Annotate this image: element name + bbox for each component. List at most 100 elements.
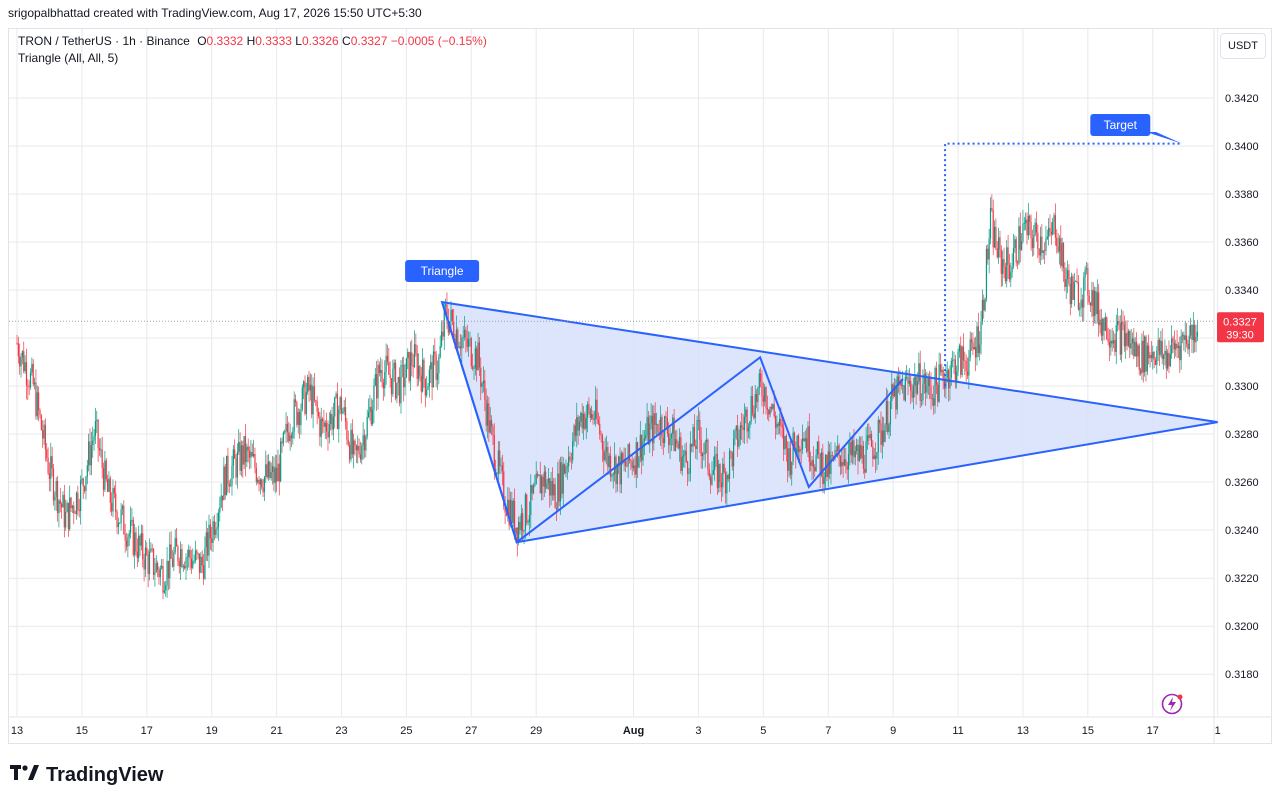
- candle-body: [1033, 235, 1035, 248]
- candle-body: [276, 467, 278, 482]
- candle-body: [1188, 335, 1190, 350]
- candle-body: [966, 371, 969, 376]
- candle-body: [585, 417, 587, 429]
- candle-body: [357, 445, 359, 451]
- candle-body: [872, 446, 874, 459]
- candle-body: [1023, 223, 1025, 224]
- candle-body: [1010, 272, 1012, 280]
- candle-body: [599, 423, 601, 435]
- candle-body: [573, 425, 575, 442]
- candle-body: [136, 551, 138, 559]
- candle-body: [140, 533, 142, 546]
- x-tick-label: 9: [890, 725, 896, 737]
- candle-body: [557, 473, 559, 510]
- candle-body: [764, 387, 766, 402]
- y-tick-label: 0.3200: [1225, 621, 1259, 633]
- candle-body: [696, 419, 698, 449]
- candle-body: [953, 359, 955, 361]
- tradingview-brand[interactable]: TradingView: [10, 763, 163, 787]
- candle-body: [554, 484, 556, 509]
- candle-body: [846, 465, 848, 470]
- indicator-legend[interactable]: Triangle (All, All, 5): [18, 51, 119, 65]
- candle-body: [869, 434, 871, 438]
- candle-body: [685, 450, 687, 462]
- candle-body: [1071, 276, 1073, 305]
- candle-body: [33, 382, 36, 385]
- candle-body: [1018, 226, 1020, 264]
- candle-body: [543, 471, 545, 487]
- candle-body: [1116, 321, 1119, 326]
- high-value: 0.3333: [255, 34, 292, 48]
- candle-body: [74, 512, 76, 514]
- candle-body: [1007, 247, 1009, 265]
- candle-body: [326, 422, 328, 432]
- candle-body: [731, 452, 733, 467]
- candle-body: [438, 357, 440, 374]
- candle-body: [808, 426, 810, 462]
- candle-body: [330, 413, 332, 425]
- candle-body: [559, 462, 562, 502]
- candle-body: [998, 237, 1000, 258]
- candle-body: [747, 427, 750, 432]
- candle-body: [159, 568, 161, 578]
- candle-body: [791, 461, 793, 475]
- candle-body: [25, 362, 28, 386]
- candle-body: [376, 374, 378, 399]
- candle-body: [657, 423, 659, 433]
- candle-body: [1045, 238, 1047, 252]
- candle-body: [910, 380, 912, 391]
- candle-body: [1065, 279, 1067, 287]
- x-tick-label: Aug: [623, 725, 644, 737]
- candle-body: [278, 463, 280, 482]
- candle-body: [881, 430, 883, 445]
- candle-body: [1085, 268, 1088, 270]
- candle-body: [615, 456, 617, 485]
- candle-body: [73, 505, 75, 513]
- candle-body: [439, 345, 441, 358]
- lightning-icon[interactable]: [1161, 693, 1183, 715]
- candle-body: [473, 368, 475, 369]
- candle-body: [588, 404, 590, 410]
- x-tick-label: 25: [400, 725, 412, 737]
- candle-body: [46, 449, 48, 459]
- candle-body: [584, 414, 586, 429]
- candle-body: [1141, 340, 1143, 374]
- candle-body: [493, 434, 495, 469]
- candle-body: [1100, 319, 1102, 336]
- candle-body: [746, 409, 748, 432]
- candle-body: [1127, 331, 1130, 346]
- candle-body: [1008, 264, 1011, 280]
- candle-body: [451, 309, 453, 322]
- candle-body: [919, 363, 921, 401]
- candle-body: [224, 466, 226, 496]
- candle-body: [870, 434, 873, 447]
- candle-body: [69, 497, 71, 530]
- candle-body: [1165, 350, 1167, 369]
- candle-body: [651, 415, 654, 444]
- currency-button[interactable]: USDT: [1220, 33, 1266, 59]
- candle-body: [261, 479, 263, 488]
- candle-body: [490, 420, 493, 427]
- candle-body: [445, 304, 447, 307]
- candle-body: [331, 413, 333, 430]
- candle-body: [1034, 222, 1036, 236]
- candle-body: [1014, 239, 1016, 248]
- candle-body: [231, 465, 233, 486]
- candle-body: [1164, 350, 1166, 355]
- candle-body: [1091, 290, 1093, 306]
- symbol-name[interactable]: TRON / TetherUS · 1h · Binance: [18, 34, 190, 48]
- candle-body: [319, 416, 321, 437]
- candle-body: [274, 467, 276, 483]
- candle-body: [1037, 232, 1039, 249]
- candle-body: [359, 454, 362, 460]
- candle-body: [558, 473, 560, 502]
- candle-body: [144, 547, 147, 570]
- candle-body: [1191, 325, 1193, 340]
- candle-body: [1144, 336, 1146, 373]
- candle-body: [712, 470, 714, 475]
- candle-body: [104, 460, 106, 490]
- candle-body: [814, 467, 816, 472]
- candle-body: [109, 478, 111, 503]
- candle-body: [700, 439, 702, 457]
